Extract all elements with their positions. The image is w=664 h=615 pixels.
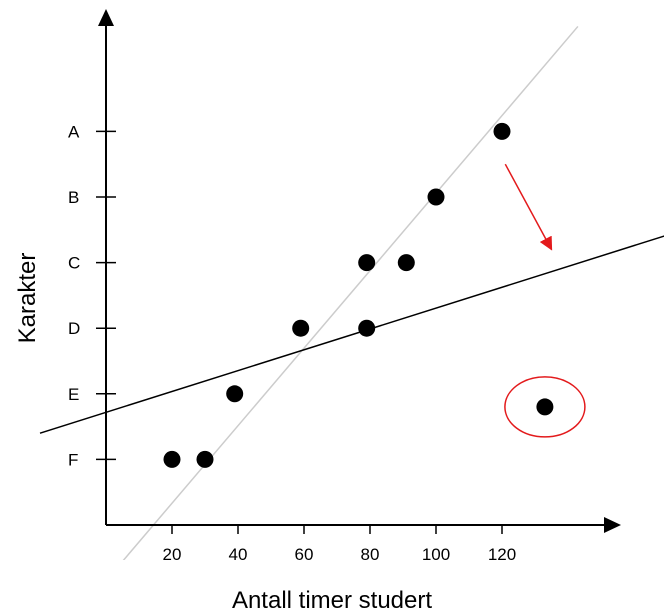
y-tick-label: A	[68, 122, 80, 141]
data-point	[397, 254, 415, 272]
y-axis-ticks: A B C D E F	[68, 122, 116, 469]
fit-line-with-outlier	[39, 235, 664, 434]
x-axis-title: Antall timer studert	[232, 587, 432, 614]
annotation-arrow	[504, 163, 553, 251]
y-tick-label: B	[68, 188, 79, 207]
data-point	[358, 319, 376, 337]
data-point	[427, 188, 445, 206]
data-point	[536, 398, 554, 416]
x-tick-label: 120	[488, 545, 516, 564]
y-axis-title: Karakter	[14, 253, 41, 344]
fit-line-without-outlier	[122, 25, 579, 560]
axes	[98, 9, 621, 533]
x-tick-label: 40	[229, 545, 248, 564]
data-point	[493, 122, 511, 140]
y-axis-arrowhead	[98, 9, 114, 26]
data-points	[163, 122, 554, 468]
x-axis-ticks: 20 40 60 80 100 120	[163, 525, 516, 564]
data-point	[163, 450, 181, 468]
fit-lines	[39, 25, 664, 560]
data-point	[226, 385, 244, 403]
data-point	[358, 254, 376, 272]
y-tick-label: C	[68, 254, 80, 273]
x-tick-label: 80	[361, 545, 380, 564]
x-tick-label: 100	[422, 545, 450, 564]
x-tick-label: 20	[163, 545, 182, 564]
y-tick-label: D	[68, 319, 80, 338]
data-point	[196, 450, 214, 468]
y-tick-label: E	[68, 385, 79, 404]
data-point	[292, 319, 310, 337]
x-tick-label: 60	[295, 545, 314, 564]
outlier-highlight-ellipse	[504, 376, 586, 438]
annotations	[504, 163, 586, 438]
x-axis-arrowhead	[604, 517, 621, 533]
y-tick-label: F	[68, 450, 78, 469]
